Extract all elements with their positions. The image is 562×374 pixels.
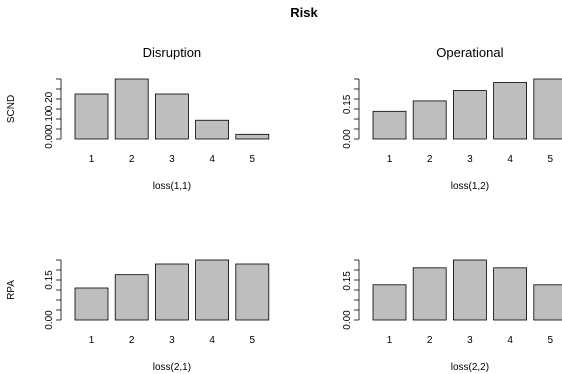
chart-4-y-tick-label: 0.15 [342,271,353,291]
chart-2-x-tick-label-1: 1 [387,154,393,165]
chart-2-bar-1 [372,110,407,140]
chart-1-y-tick-label: 0.10 [44,110,55,130]
chart-3-y-tick-label: 0.15 [44,270,55,290]
chart-1-bar-3 [154,93,189,140]
chart-4-x-axis-label: loss(2,2) [451,362,489,373]
chart-2-x-tick-label-4: 4 [507,154,513,165]
chart-4-x-tick-label-3: 3 [467,335,473,346]
chart-1-x-tick-label-4: 4 [209,154,215,165]
chart-3-x-tick-label-4: 4 [209,335,215,346]
chart-4-bar-5 [533,284,562,321]
chart-2-y-tick-label: 0.00 [342,129,353,149]
chart-4-x-tick-label-1: 1 [387,335,393,346]
chart-1-bar-2 [114,78,149,140]
chart-3-x-tick-label-2: 2 [129,335,135,346]
chart-3-bar-5 [235,263,270,321]
chart-1-x-tick-label-2: 2 [129,154,135,165]
chart-2-title: Operational [436,45,503,60]
chart-2-bar-3 [452,90,487,140]
chart-1-bar-5 [235,133,270,140]
chart-1-x-tick-label-1: 1 [89,154,95,165]
chart-4-bar-3 [452,259,487,321]
chart-4-bar-4 [493,267,528,321]
chart-4-y-tick-label: 0.00 [342,310,353,330]
chart-2-x-tick-label-3: 3 [467,154,473,165]
chart-1-y-tick-label: 0.20 [44,91,55,111]
chart-4-bar-2 [412,267,447,321]
chart-2-bar-4 [493,82,528,140]
chart-4-x-tick-label-2: 2 [427,335,433,346]
chart-3-bar-2 [114,274,149,321]
chart-3-bar-4 [195,259,230,321]
chart-3-x-tick-label-3: 3 [169,335,175,346]
chart-1-x-tick-label-3: 3 [169,154,175,165]
chart-4-x-tick-label-4: 4 [507,335,513,346]
chart-1-bar-1 [74,93,109,140]
chart-3-x-axis-label: loss(2,1) [153,362,191,373]
chart-1-x-axis-label: loss(1,1) [153,181,191,192]
chart-3-y-axis-label: RPA [6,280,17,300]
figure-title: Risk [290,5,318,20]
chart-4-bar-1 [372,284,407,321]
chart-3-y-tick-label: 0.00 [44,310,55,330]
chart-2-bar-5 [533,78,562,140]
chart-2-x-tick-label-5: 5 [548,154,554,165]
chart-2-bar-2 [412,100,447,140]
chart-1-x-tick-label-5: 5 [250,154,256,165]
chart-1-title: Disruption [143,45,202,60]
chart-1-y-tick-label: 0.00 [44,129,55,149]
chart-3-bar-3 [154,263,189,321]
chart-3-bar-1 [74,287,109,321]
chart-2-x-tick-label-2: 2 [427,154,433,165]
chart-3-x-tick-label-5: 5 [250,335,256,346]
chart-3-x-tick-label-1: 1 [89,335,95,346]
chart-1-bar-4 [195,119,230,140]
chart-4-x-tick-label-5: 5 [548,335,554,346]
chart-2-x-axis-label: loss(1,2) [451,181,489,192]
chart-1-y-axis-label: SCND [6,95,17,123]
chart-2-y-tick-label: 0.15 [342,94,353,114]
